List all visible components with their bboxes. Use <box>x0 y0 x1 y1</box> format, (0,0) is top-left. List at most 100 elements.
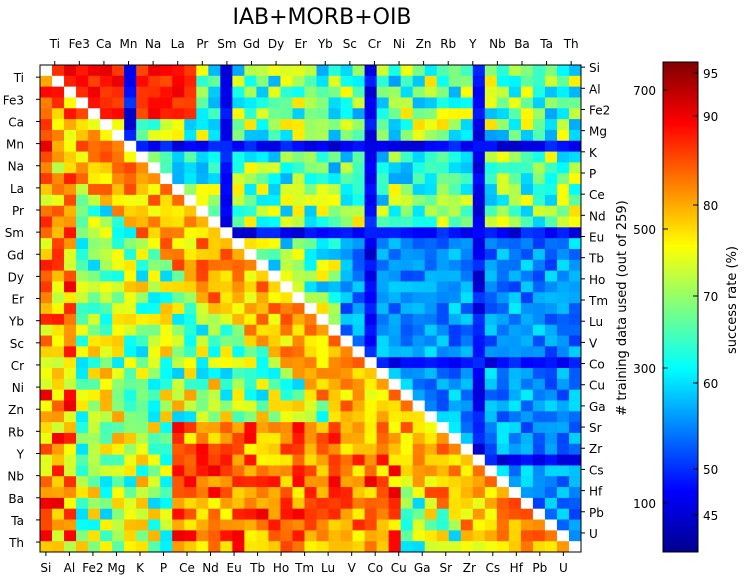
heatmap-cell <box>196 194 209 207</box>
right-tick-label: K <box>589 146 598 160</box>
heatmap-cell <box>148 129 161 142</box>
heatmap-cell <box>112 465 125 477</box>
heatmap-cell <box>232 422 245 434</box>
heatmap-cell <box>244 65 257 77</box>
heatmap-cell <box>364 530 378 542</box>
heatmap-cell <box>460 335 474 347</box>
heatmap-cell <box>184 443 197 455</box>
heatmap-cell <box>280 476 293 488</box>
heatmap-cell <box>460 140 474 152</box>
heatmap-cell <box>424 411 438 423</box>
heatmap-cell <box>328 357 341 369</box>
heatmap-cell <box>376 313 390 326</box>
heatmap-cell <box>520 292 534 304</box>
heatmap-cell <box>316 270 329 282</box>
heatmap-cell <box>328 443 341 455</box>
heatmap-cell <box>448 216 462 228</box>
heatmap-cell <box>232 151 245 163</box>
heatmap-cell <box>172 422 185 434</box>
heatmap-cell <box>76 75 89 88</box>
heatmap-cell <box>340 313 353 326</box>
heatmap-cell <box>244 378 257 391</box>
heatmap-cell <box>352 97 365 109</box>
heatmap-cell <box>364 313 378 326</box>
heatmap-cell <box>232 140 245 152</box>
heatmap-cell <box>64 281 77 293</box>
left-tick-label: Fe3 <box>3 93 24 107</box>
heatmap-cell <box>400 140 414 152</box>
heatmap-cell <box>460 162 474 174</box>
heatmap-cell <box>52 432 65 445</box>
heatmap-cell <box>376 162 390 174</box>
heatmap-cell <box>292 97 305 109</box>
heatmap-cell <box>496 184 510 196</box>
heatmap-cell <box>76 508 89 520</box>
heatmap-cell <box>508 151 522 163</box>
heatmap-cell <box>400 162 414 174</box>
heatmap-cell <box>556 227 570 239</box>
heatmap-cell <box>268 140 281 152</box>
heatmap-cell <box>76 259 89 272</box>
heatmap-cell <box>400 184 414 196</box>
heatmap-cell <box>352 443 365 455</box>
heatmap-cell <box>328 205 341 217</box>
heatmap-cell <box>160 476 173 488</box>
heatmap-cell <box>148 411 161 423</box>
heatmap-cell <box>172 476 185 488</box>
heatmap-cell <box>400 75 414 88</box>
heatmap-cell <box>412 335 426 347</box>
heatmap-cell <box>100 140 113 152</box>
heatmap-cell <box>112 238 125 250</box>
top-tick-label: Zn <box>416 37 432 51</box>
heatmap-cell <box>484 454 498 466</box>
heatmap-cell <box>232 108 245 120</box>
heatmap-cell <box>388 292 402 304</box>
heatmap-cell <box>64 227 77 239</box>
heatmap-cell <box>352 75 365 88</box>
heatmap-cell <box>232 357 245 369</box>
heatmap-cell <box>208 400 221 412</box>
heatmap-cell <box>436 173 450 185</box>
heatmap-cell <box>484 324 498 336</box>
heatmap-cell <box>472 270 486 282</box>
heatmap-cell <box>88 108 101 120</box>
heatmap-cell <box>124 216 137 228</box>
heatmap-cell <box>508 227 522 239</box>
heatmap-cell <box>304 97 317 109</box>
heatmap-cell <box>136 313 149 326</box>
heatmap-cell <box>280 357 293 369</box>
heatmap-cell <box>40 508 53 520</box>
heatmap-cell <box>100 378 113 391</box>
heatmap-cell <box>256 194 269 207</box>
heatmap-cell <box>52 335 65 347</box>
right-tick-label: Ga <box>589 400 606 414</box>
heatmap-cell <box>328 108 341 120</box>
heatmap-cell <box>220 346 233 358</box>
heatmap-cell <box>520 508 534 520</box>
heatmap-cell <box>64 497 77 510</box>
heatmap-cell <box>484 259 498 272</box>
heatmap-cell <box>568 86 582 98</box>
heatmap-cell <box>376 335 390 347</box>
heatmap-cell <box>172 86 185 98</box>
heatmap-cell <box>292 411 305 423</box>
heatmap-cell <box>496 119 510 131</box>
heatmap-cell <box>544 443 558 455</box>
heatmap-cell <box>208 313 221 326</box>
heatmap-cell <box>508 216 522 228</box>
heatmap-cell <box>136 184 149 196</box>
heatmap-cell <box>160 270 173 282</box>
bottom-axis-labels: Si Al Fe2 Mg K P Ce Nd Eu Tb Ho Tm Lu V Co Cu Ga Sr Zr Cs Hf… <box>40 561 567 575</box>
heatmap-cell <box>460 508 474 520</box>
heatmap-cell <box>328 519 341 531</box>
heatmap-cell <box>520 335 534 347</box>
heatmap-cell <box>424 281 438 293</box>
heatmap-cell <box>532 411 546 423</box>
heatmap-cell <box>352 400 365 412</box>
heatmap-cell <box>424 119 438 131</box>
heatmap-cell <box>160 238 173 250</box>
heatmap-cell <box>400 248 414 261</box>
heatmap-cell <box>148 140 161 152</box>
heatmap-cell <box>88 270 101 282</box>
heatmap-cell <box>520 400 534 412</box>
